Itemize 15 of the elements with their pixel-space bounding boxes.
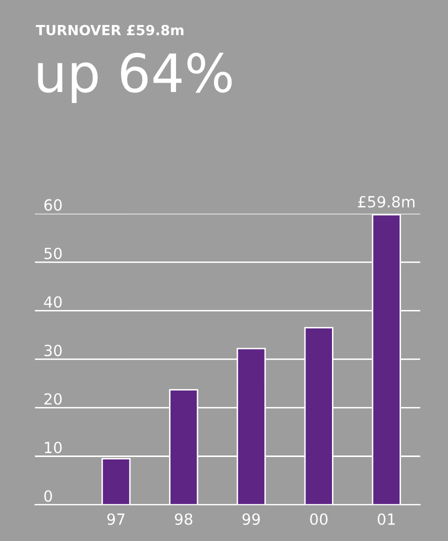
- y-tick-label: 40: [44, 296, 62, 308]
- chart-title: TURNOVER £59.8m: [36, 24, 184, 36]
- x-tick-label: 98: [174, 513, 192, 525]
- x-tick-label: 99: [242, 513, 260, 525]
- y-tick-label: 60: [44, 199, 62, 211]
- chart-subtitle: up 64%: [38, 52, 232, 103]
- y-tick-label: 20: [44, 393, 62, 405]
- y-tick-label: 0: [44, 490, 52, 502]
- y-tick-label: 30: [44, 344, 62, 356]
- x-tick-label: 97: [107, 513, 124, 525]
- x-tick-label: 01: [378, 513, 395, 525]
- y-tick-label: 10: [44, 442, 62, 454]
- data-label: £59.8m: [358, 196, 414, 208]
- x-tick-label: 00: [310, 513, 328, 525]
- y-tick-label: 50: [44, 248, 62, 260]
